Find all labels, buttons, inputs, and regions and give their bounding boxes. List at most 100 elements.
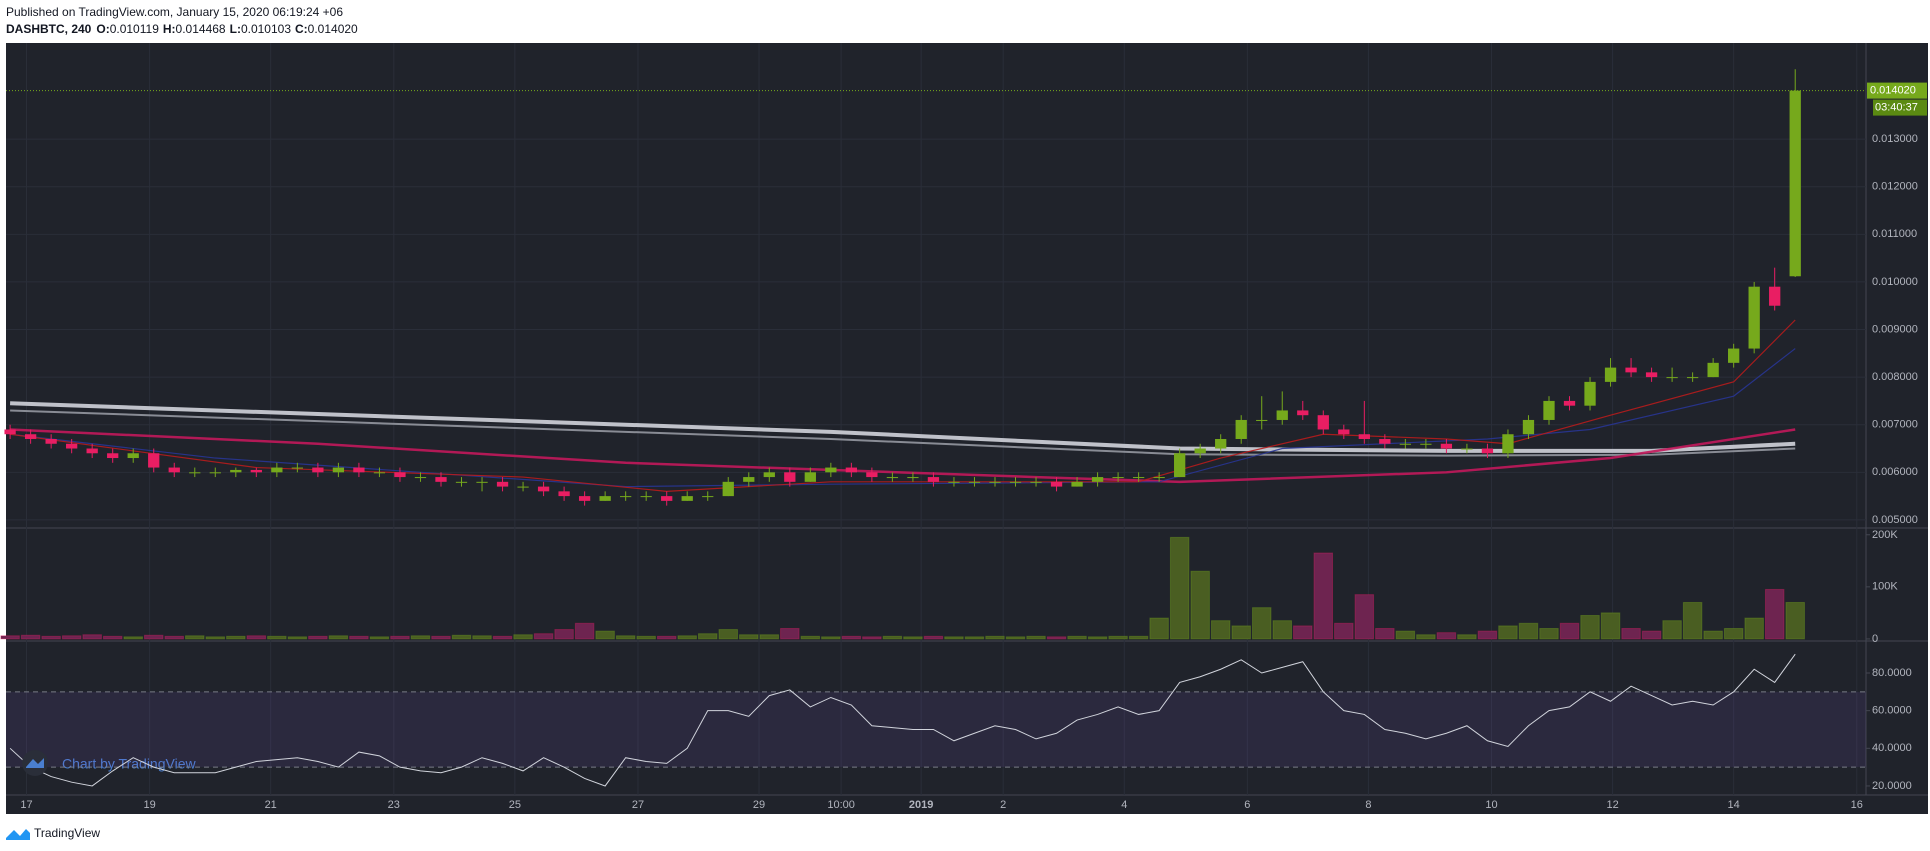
volume-bar — [226, 635, 246, 640]
candle-body — [1789, 90, 1801, 277]
x-tick-label: 10 — [1485, 799, 1497, 811]
candle-body — [127, 453, 139, 459]
volume-bar — [1641, 630, 1662, 640]
volume-bar — [944, 636, 964, 640]
candle-body — [825, 467, 837, 473]
candle-body — [86, 448, 98, 454]
last-price-box — [1867, 82, 1927, 99]
last-price-label: 0.014020 — [1870, 85, 1916, 97]
candle-body — [455, 481, 468, 483]
candle-body — [1461, 448, 1473, 450]
volume-bar — [431, 635, 451, 640]
footer-logo — [6, 829, 30, 840]
volume-bar — [1046, 636, 1067, 640]
candle-body — [804, 472, 816, 482]
volume-bar — [841, 635, 862, 640]
candle-body — [435, 477, 447, 482]
candle-body — [1543, 400, 1555, 420]
volume-bar — [574, 622, 595, 640]
volume-tick-label: 200K — [1872, 529, 1898, 541]
volume-bar — [533, 633, 554, 640]
volume-bar — [800, 635, 821, 640]
volume-bar — [246, 635, 267, 640]
candle-body — [1297, 410, 1309, 416]
y-tick-label: 0.011000 — [1872, 228, 1917, 240]
candle-body — [1112, 477, 1124, 479]
x-tick-label: 4 — [1121, 799, 1127, 811]
volume-bar — [1210, 620, 1231, 640]
candle-body — [1071, 481, 1083, 487]
y-tick-label: 0.010000 — [1872, 276, 1918, 288]
volume-bar — [1518, 622, 1539, 640]
candle-body — [1358, 434, 1370, 439]
volume-bar — [1067, 635, 1087, 640]
candle-body — [394, 472, 406, 478]
y-tick-label: 0.007000 — [1872, 419, 1918, 431]
candle-body — [1440, 443, 1453, 449]
rsi-tick-label: 80.0000 — [1872, 667, 1912, 679]
candle-body — [763, 472, 775, 478]
published-line: Published on TradingView.com, January 15… — [6, 5, 343, 19]
volume-bar — [1580, 614, 1600, 640]
volume-bar — [697, 633, 718, 640]
candle-body — [517, 486, 529, 488]
candle-body — [1625, 367, 1637, 373]
volume-bar — [1744, 617, 1764, 640]
candle-body — [1194, 448, 1206, 454]
volume-bar — [903, 636, 923, 640]
volume-bar — [1539, 628, 1559, 640]
header-text: 0.014468 — [176, 22, 226, 36]
candle-body — [189, 472, 201, 474]
x-tick-label: 8 — [1365, 799, 1371, 811]
candle-body — [1235, 419, 1247, 439]
volume-bar — [615, 635, 636, 640]
candle-body — [414, 477, 427, 479]
candle-body — [168, 467, 180, 473]
x-tick-label: 10:00 — [827, 799, 855, 811]
candle-body — [1153, 477, 1165, 479]
rsi-band — [6, 691, 1866, 768]
volume-bar — [1108, 635, 1128, 640]
volume-bar — [410, 635, 431, 640]
volume-bar — [287, 636, 308, 640]
volume-bar — [1005, 636, 1026, 640]
y-tick-label: 0.006000 — [1872, 466, 1918, 478]
x-tick-label: 6 — [1244, 799, 1250, 811]
candle-body — [1030, 481, 1042, 483]
volume-bar — [1334, 622, 1354, 640]
watermark: Chart by TradingView — [62, 756, 196, 772]
volume-bar — [1272, 620, 1292, 640]
candle-body — [702, 496, 714, 498]
footer: TradingView — [34, 826, 100, 840]
volume-bar — [1375, 628, 1395, 640]
volume-bar — [1703, 630, 1723, 640]
countdown-box — [1873, 99, 1927, 116]
volume-bar — [739, 634, 759, 640]
volume-bar — [390, 635, 410, 640]
volume-bar — [1416, 634, 1436, 640]
candle-body — [45, 438, 57, 444]
moving-average — [10, 428, 1796, 484]
volume-bar — [718, 629, 738, 640]
candle-body — [1399, 443, 1412, 445]
rsi-tick-label: 40.0000 — [1872, 742, 1912, 754]
volume-bar — [1128, 635, 1149, 640]
y-tick-label: 0.005000 — [1872, 514, 1918, 526]
candle-body — [886, 477, 899, 479]
volume-bar — [923, 635, 944, 640]
volume-bar — [677, 635, 697, 640]
candle-body — [496, 481, 509, 487]
x-tick-label: 27 — [632, 799, 644, 811]
candle-body — [1707, 362, 1719, 378]
volume-bar — [451, 634, 472, 640]
volume-bar — [1231, 625, 1251, 640]
x-tick-label: 2019 — [909, 799, 933, 811]
candle-body — [250, 469, 262, 473]
candle-body — [271, 467, 283, 473]
volume-bar — [636, 635, 656, 640]
candle-body — [578, 496, 591, 501]
volume-bar — [862, 636, 882, 640]
volume-bar — [1436, 632, 1457, 640]
candle-body — [476, 481, 488, 483]
